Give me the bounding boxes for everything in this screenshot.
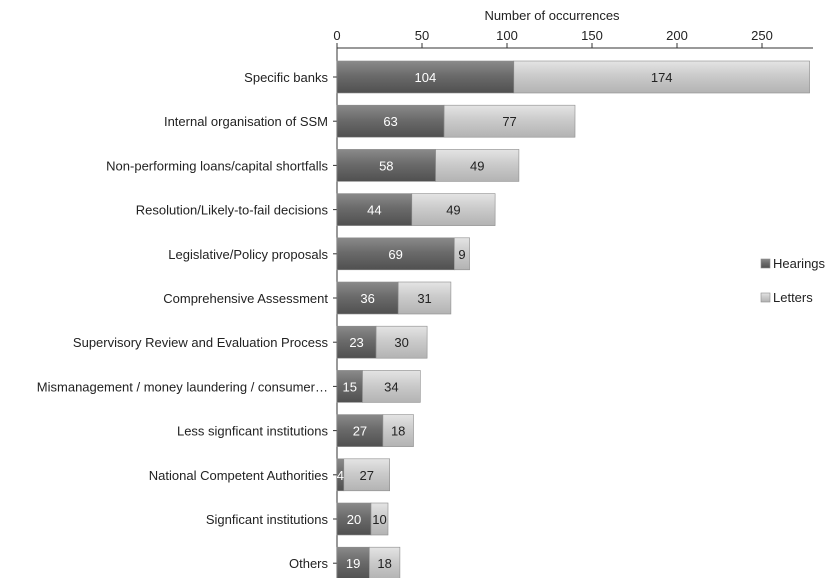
category-label: Supervisory Review and Evaluation Proces… <box>73 335 329 350</box>
legend-swatch <box>760 258 771 269</box>
legend-label: Hearings <box>773 256 826 271</box>
category-label: Internal organisation of SSM <box>164 114 328 129</box>
bar-letters <box>435 149 520 182</box>
data-label: 69 <box>388 247 402 262</box>
data-label: 18 <box>391 424 405 439</box>
category-label: Legislative/Policy proposals <box>168 247 328 262</box>
data-label: 49 <box>470 158 484 173</box>
data-label: 30 <box>394 335 408 350</box>
bar-hearings <box>336 281 399 315</box>
bar-letters <box>368 546 401 578</box>
data-label: 9 <box>458 247 465 262</box>
data-label: 31 <box>417 291 431 306</box>
legend-swatch <box>760 292 771 303</box>
data-label: 36 <box>360 291 374 306</box>
data-label: 10 <box>372 512 386 527</box>
bar-hearings <box>336 370 363 403</box>
data-label: 18 <box>377 556 391 571</box>
bar-letters <box>343 458 390 492</box>
category-label: Non-performing loans/capital shortfalls <box>106 158 328 173</box>
x-tick-label: 250 <box>751 28 773 43</box>
bar-letters <box>443 104 576 138</box>
data-label: 4 <box>337 468 344 483</box>
bar-hearings <box>336 104 445 138</box>
data-label: 77 <box>502 114 516 129</box>
data-label: 174 <box>651 70 673 85</box>
data-label: 44 <box>367 203 381 218</box>
bar-hearings <box>336 237 455 271</box>
x-axis-title: Number of occurrences <box>484 8 620 23</box>
bar-letters <box>362 370 421 403</box>
category-label: Specific banks <box>244 70 328 85</box>
bar-hearings <box>336 414 384 447</box>
data-label: 34 <box>384 379 398 394</box>
bar-letters <box>370 502 389 536</box>
bar-letters <box>382 414 414 447</box>
data-label: 49 <box>446 203 460 218</box>
bar-letters <box>375 325 428 359</box>
bar-hearings <box>336 325 377 359</box>
x-tick-label: 0 <box>333 28 340 43</box>
category-label: Less signficant institutions <box>177 424 329 439</box>
x-tick-label: 150 <box>581 28 603 43</box>
category-label: Comprehensive Assessment <box>163 291 328 306</box>
category-label: National Competent Authorities <box>149 468 329 483</box>
data-label: 104 <box>415 70 437 85</box>
x-tick-label: 100 <box>496 28 518 43</box>
bar-letters <box>411 193 496 226</box>
data-label: 63 <box>383 114 397 129</box>
data-label: 15 <box>343 379 357 394</box>
legend-label: Letters <box>773 290 813 305</box>
data-label: 20 <box>347 512 361 527</box>
x-tick-label: 50 <box>415 28 429 43</box>
data-label: 19 <box>346 556 360 571</box>
category-label: Signficant institutions <box>206 512 329 527</box>
bar-hearings <box>336 502 372 536</box>
bar-hearings <box>336 60 515 94</box>
category-label: Others <box>289 556 329 571</box>
bar-letters <box>397 281 452 315</box>
category-label: Resolution/Likely-to-fail decisions <box>136 203 329 218</box>
data-label: 23 <box>349 335 363 350</box>
data-label: 27 <box>360 468 374 483</box>
bar-letters <box>513 60 810 94</box>
category-label: Mismanagement / money laundering / consu… <box>37 379 328 394</box>
data-label: 27 <box>353 424 367 439</box>
data-label: 58 <box>379 158 393 173</box>
x-tick-label: 200 <box>666 28 688 43</box>
bar-letters <box>453 237 470 271</box>
